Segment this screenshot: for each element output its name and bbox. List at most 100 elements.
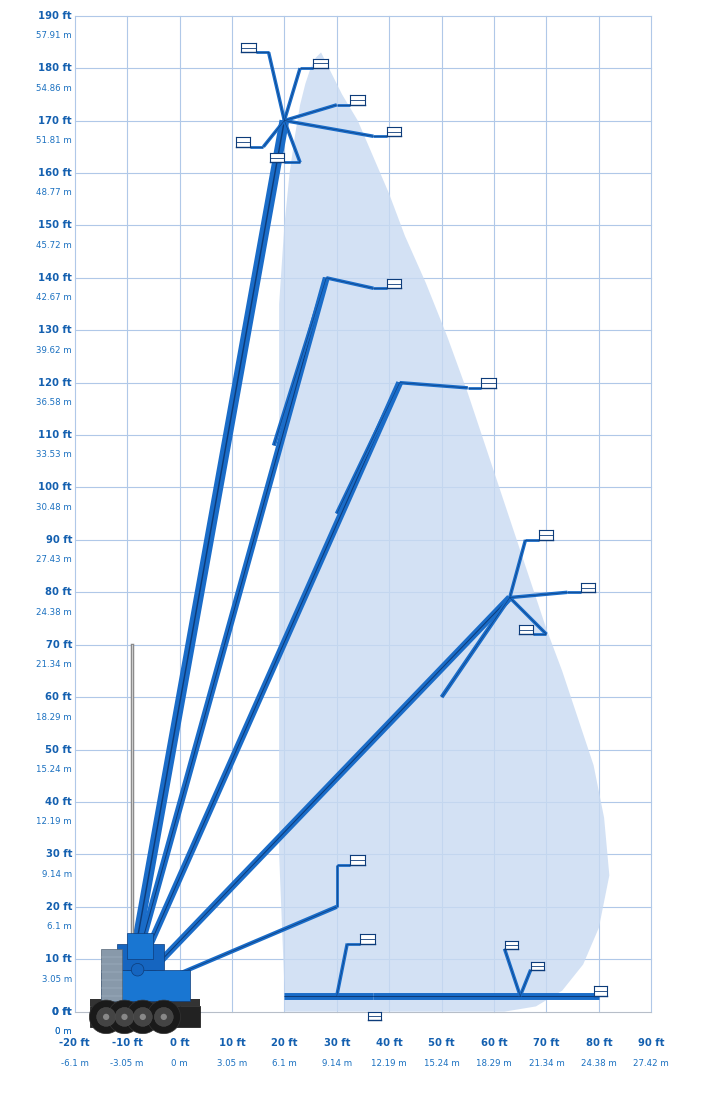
Circle shape [121,1014,128,1020]
Text: 10 ft: 10 ft [219,1037,245,1047]
Text: 24.38 m: 24.38 m [37,607,72,617]
Text: 21.34 m: 21.34 m [37,660,72,669]
Text: 110 ft: 110 ft [38,430,72,440]
Text: 54.86 m: 54.86 m [37,84,72,93]
Text: 30.48 m: 30.48 m [37,503,72,512]
Bar [116,943,164,970]
Text: 24.38 m: 24.38 m [581,1058,617,1067]
Text: -6.1 m: -6.1 m [61,1058,89,1067]
Text: 20 ft: 20 ft [46,901,72,911]
Circle shape [147,1000,180,1034]
Bar [350,855,364,865]
Text: 50 ft: 50 ft [45,744,72,754]
Circle shape [161,1014,167,1020]
Text: 120 ft: 120 ft [39,377,72,387]
Bar [505,941,517,949]
Bar [539,531,553,540]
Text: 130 ft: 130 ft [39,325,72,335]
Text: 0 ft: 0 ft [170,1037,190,1047]
Text: 50 ft: 50 ft [429,1037,455,1047]
Bar [531,962,544,970]
Text: 0 m: 0 m [171,1058,188,1067]
Circle shape [97,1008,116,1026]
Text: 150 ft: 150 ft [38,220,72,230]
Text: 21.34 m: 21.34 m [529,1058,564,1067]
Text: 48.77 m: 48.77 m [37,188,72,197]
Text: 0 m: 0 m [56,1027,72,1036]
Text: 12.19 m: 12.19 m [37,817,72,826]
Text: 15.24 m: 15.24 m [37,765,72,774]
Text: 180 ft: 180 ft [38,63,72,73]
Text: 190 ft: 190 ft [39,11,72,21]
Bar [386,127,401,136]
Bar [386,279,401,289]
Text: 30 ft: 30 ft [324,1037,350,1047]
Text: 40 ft: 40 ft [45,797,72,807]
Text: 160 ft: 160 ft [38,168,72,178]
Text: 60 ft: 60 ft [45,692,72,702]
Bar [360,935,375,943]
Bar [519,625,534,634]
Circle shape [90,1000,123,1034]
Circle shape [115,1008,134,1026]
Text: 3.05 m: 3.05 m [42,974,72,983]
Circle shape [133,1008,152,1026]
Bar [368,1012,381,1020]
Bar [481,378,496,388]
Text: 45.72 m: 45.72 m [37,241,72,250]
Bar [235,137,250,147]
Text: 0 ft: 0 ft [52,1006,72,1016]
Bar [350,95,364,105]
Bar [594,987,607,995]
Polygon shape [279,52,609,1012]
Text: -20 ft: -20 ft [59,1037,90,1047]
Text: 90 ft: 90 ft [46,535,72,545]
Circle shape [131,963,144,975]
Text: 30 ft: 30 ft [46,849,72,859]
Circle shape [108,1000,141,1034]
Text: 20 ft: 20 ft [271,1037,298,1047]
Text: 0 m: 0 m [56,1027,72,1036]
Text: 36.58 m: 36.58 m [37,398,72,407]
Text: 70 ft: 70 ft [533,1037,560,1047]
Text: 0 ft: 0 ft [52,1006,72,1016]
Text: 6.1 m: 6.1 m [272,1058,297,1067]
Bar [101,970,190,1001]
Circle shape [140,1014,146,1020]
Text: 90 ft: 90 ft [638,1037,665,1047]
Text: 80 ft: 80 ft [45,587,72,597]
Text: 9.14 m: 9.14 m [321,1058,352,1067]
Text: -3.05 m: -3.05 m [111,1058,144,1067]
Bar [313,59,328,69]
Text: -10 ft: -10 ft [111,1037,142,1047]
Text: 40 ft: 40 ft [376,1037,403,1047]
Text: 33.53 m: 33.53 m [37,450,72,459]
Text: 60 ft: 60 ft [481,1037,508,1047]
Bar [270,153,284,163]
Text: 42.67 m: 42.67 m [37,293,72,302]
Text: 3.05 m: 3.05 m [217,1058,247,1067]
Circle shape [154,1008,173,1026]
Text: 18.29 m: 18.29 m [37,712,72,721]
Bar [90,999,200,1006]
Circle shape [103,1014,109,1020]
Text: 18.29 m: 18.29 m [476,1058,512,1067]
Circle shape [126,1000,159,1034]
Text: 27.43 m: 27.43 m [37,555,72,564]
Text: 70 ft: 70 ft [46,639,72,649]
Text: 51.81 m: 51.81 m [37,136,72,145]
Bar [90,1006,200,1027]
Text: 140 ft: 140 ft [38,273,72,283]
Text: 57.91 m: 57.91 m [37,31,72,40]
Text: 27.42 m: 27.42 m [633,1058,669,1067]
Bar [241,43,255,52]
Text: 39.62 m: 39.62 m [37,346,72,355]
Text: 100 ft: 100 ft [39,482,72,492]
Bar [127,933,153,959]
Bar [580,583,595,593]
Text: 15.24 m: 15.24 m [424,1058,460,1067]
Text: 10 ft: 10 ft [45,954,72,964]
Text: 80 ft: 80 ft [586,1037,612,1047]
Text: 9.14 m: 9.14 m [42,869,72,879]
Text: 170 ft: 170 ft [39,115,72,126]
